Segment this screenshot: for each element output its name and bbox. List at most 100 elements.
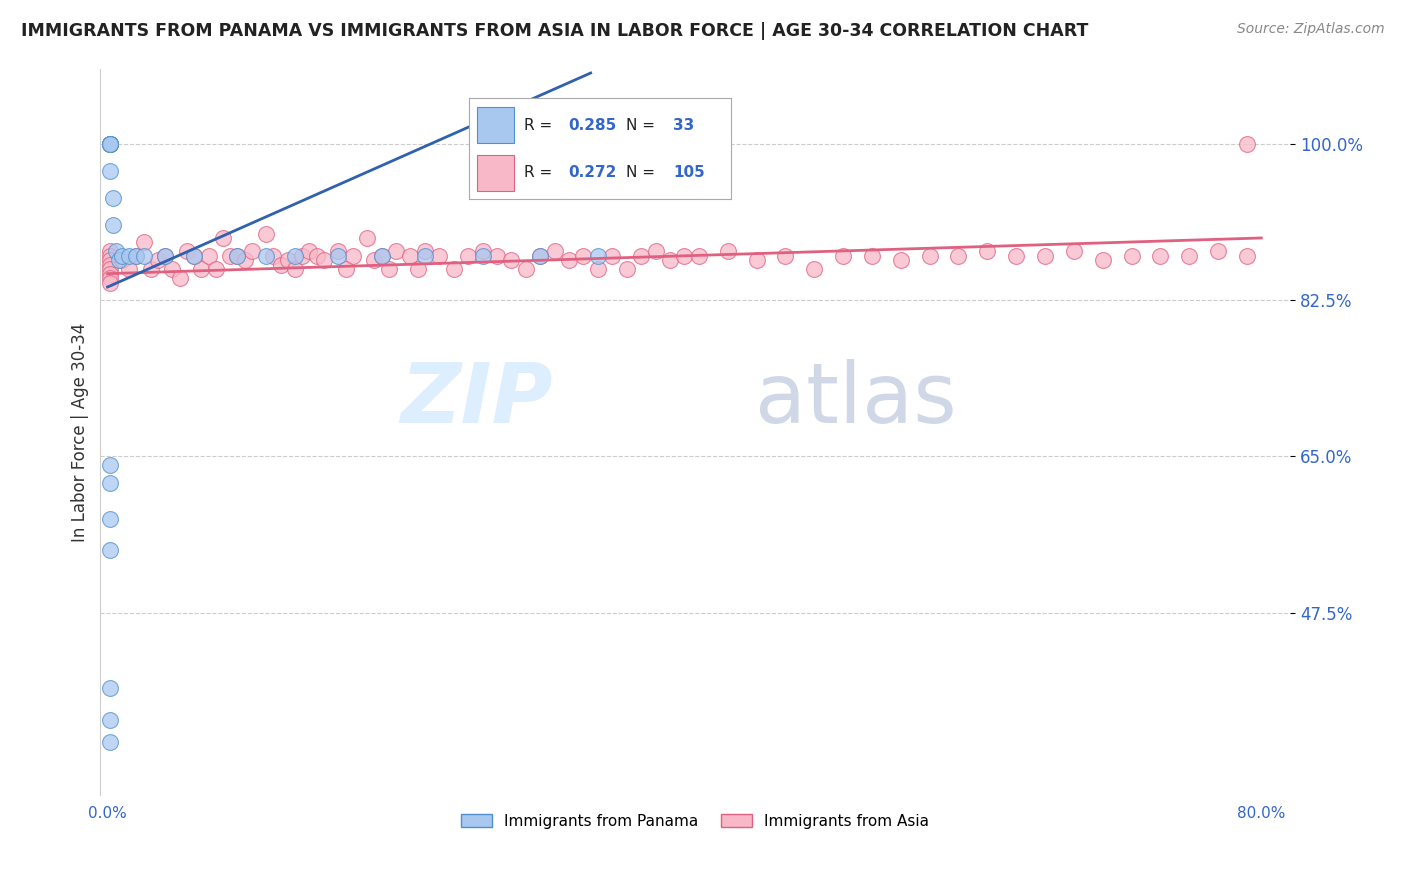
Point	[890, 253, 912, 268]
Text: IMMIGRANTS FROM PANAMA VS IMMIGRANTS FROM ASIA IN LABOR FORCE | AGE 30-34 CORREL: IMMIGRANTS FROM PANAMA VS IMMIGRANTS FRO…	[21, 22, 1088, 40]
Point	[100, 137, 122, 152]
Point	[219, 249, 242, 263]
Point	[100, 271, 122, 285]
Point	[1178, 249, 1201, 263]
Point	[108, 253, 131, 268]
Point	[918, 249, 941, 263]
Point	[586, 249, 609, 263]
Point	[370, 249, 392, 263]
Point	[471, 249, 494, 263]
Point	[155, 249, 177, 263]
Point	[100, 476, 122, 491]
Point	[100, 262, 122, 277]
Text: 80.0%: 80.0%	[1237, 806, 1285, 822]
Point	[471, 244, 494, 259]
Point	[100, 253, 122, 268]
Point	[501, 253, 523, 268]
Point	[803, 262, 825, 277]
Point	[602, 249, 624, 263]
Point	[183, 249, 205, 263]
Point	[1033, 249, 1056, 263]
Point	[342, 249, 364, 263]
Point	[378, 262, 401, 277]
Point	[1236, 137, 1258, 152]
Point	[413, 244, 436, 259]
Point	[485, 249, 508, 263]
Point	[125, 249, 148, 263]
Point	[233, 253, 256, 268]
Point	[370, 249, 392, 263]
Point	[103, 218, 125, 232]
Point	[146, 253, 169, 268]
Point	[363, 253, 385, 268]
Point	[775, 249, 797, 263]
Point	[413, 249, 436, 263]
Point	[118, 249, 141, 263]
Point	[105, 244, 128, 259]
Point	[1091, 253, 1114, 268]
Text: ZIP: ZIP	[399, 359, 553, 440]
Point	[860, 249, 883, 263]
Point	[103, 191, 125, 205]
Y-axis label: In Labor Force | Age 30-34: In Labor Force | Age 30-34	[72, 322, 89, 541]
Point	[1149, 249, 1171, 263]
Point	[1121, 249, 1143, 263]
Point	[328, 249, 350, 263]
Point	[529, 249, 551, 263]
Point	[1063, 244, 1085, 259]
Point	[948, 249, 970, 263]
Point	[406, 262, 429, 277]
Point	[312, 253, 335, 268]
Point	[100, 512, 122, 526]
Point	[125, 249, 148, 263]
Point	[100, 458, 122, 473]
Point	[659, 253, 682, 268]
Point	[745, 253, 768, 268]
Point	[100, 137, 122, 152]
Point	[132, 249, 155, 263]
Point	[100, 258, 122, 272]
Point	[630, 249, 652, 263]
Point	[169, 271, 191, 285]
Point	[558, 253, 581, 268]
Point	[118, 262, 141, 277]
Legend: Immigrants from Panama, Immigrants from Asia: Immigrants from Panama, Immigrants from …	[456, 808, 935, 835]
Point	[298, 244, 321, 259]
Point	[529, 249, 551, 263]
Point	[1206, 244, 1229, 259]
Point	[457, 249, 479, 263]
Point	[100, 137, 122, 152]
Point	[100, 137, 122, 152]
Point	[100, 137, 122, 152]
Point	[277, 253, 299, 268]
Point	[183, 249, 205, 263]
Point	[291, 249, 314, 263]
Point	[132, 235, 155, 250]
Point	[284, 249, 307, 263]
Point	[1005, 249, 1028, 263]
Point	[100, 735, 122, 749]
Point	[356, 231, 378, 245]
Point	[212, 231, 235, 245]
Point	[254, 227, 277, 241]
Point	[162, 262, 184, 277]
Point	[1236, 249, 1258, 263]
Point	[515, 262, 537, 277]
Point	[100, 681, 122, 696]
Point	[328, 244, 350, 259]
Point	[155, 249, 177, 263]
Point	[197, 249, 219, 263]
Point	[111, 253, 134, 268]
Point	[270, 258, 292, 272]
Point	[644, 244, 666, 259]
Point	[335, 262, 357, 277]
Point	[399, 249, 422, 263]
Point	[100, 137, 122, 152]
Point	[190, 262, 212, 277]
Point	[616, 262, 638, 277]
Point	[832, 249, 855, 263]
Point	[139, 262, 162, 277]
Point	[100, 164, 122, 178]
Point	[100, 543, 122, 558]
Point	[111, 249, 134, 263]
